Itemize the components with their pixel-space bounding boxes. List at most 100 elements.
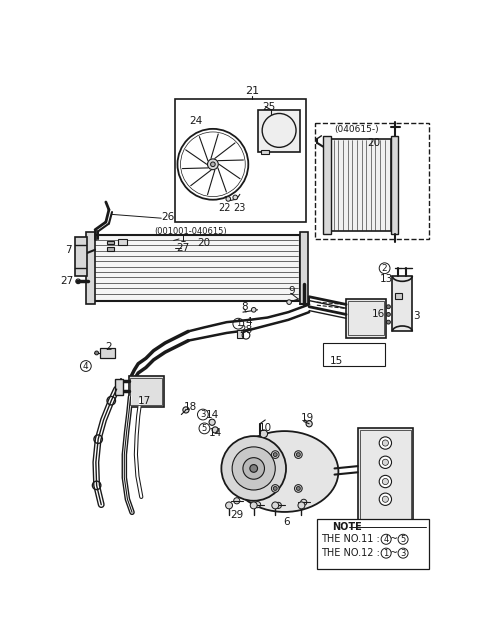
Bar xyxy=(86,232,95,304)
Bar xyxy=(392,276,412,332)
Bar xyxy=(262,149,269,153)
Text: 25: 25 xyxy=(263,102,276,111)
Circle shape xyxy=(250,464,258,472)
Circle shape xyxy=(271,484,279,492)
Text: 4: 4 xyxy=(384,535,389,544)
Text: 13: 13 xyxy=(380,274,393,284)
Circle shape xyxy=(272,502,279,509)
Bar xyxy=(329,139,391,231)
Circle shape xyxy=(273,486,277,490)
Circle shape xyxy=(300,499,307,506)
Text: 2: 2 xyxy=(382,264,387,273)
Text: 14: 14 xyxy=(209,428,222,438)
Text: 10: 10 xyxy=(259,422,272,433)
Bar xyxy=(396,293,402,299)
Text: 1: 1 xyxy=(180,234,186,244)
Circle shape xyxy=(233,195,238,200)
Text: 23: 23 xyxy=(234,203,246,213)
Circle shape xyxy=(386,312,390,316)
Bar xyxy=(129,376,164,407)
Circle shape xyxy=(382,459,388,466)
Text: 20: 20 xyxy=(367,138,380,149)
Circle shape xyxy=(379,493,392,506)
Text: 5: 5 xyxy=(202,424,207,433)
Bar xyxy=(300,232,308,304)
Bar xyxy=(108,247,114,251)
Text: 14: 14 xyxy=(205,410,219,419)
Text: 15: 15 xyxy=(330,355,344,366)
Text: 18: 18 xyxy=(184,402,197,412)
Circle shape xyxy=(382,496,388,502)
Bar xyxy=(115,379,123,395)
Text: 8: 8 xyxy=(241,302,248,312)
Text: 6: 6 xyxy=(284,517,290,527)
Text: ~: ~ xyxy=(390,548,398,558)
Circle shape xyxy=(209,419,215,425)
Bar xyxy=(346,299,386,337)
Bar xyxy=(258,109,300,152)
Circle shape xyxy=(379,456,392,468)
Text: 24: 24 xyxy=(189,116,203,126)
Text: NOTE: NOTE xyxy=(332,522,362,532)
Circle shape xyxy=(306,421,312,427)
Circle shape xyxy=(386,320,390,324)
Circle shape xyxy=(252,307,256,312)
Text: 1: 1 xyxy=(236,319,241,328)
Text: 2: 2 xyxy=(106,342,112,352)
Bar xyxy=(118,239,127,245)
Bar xyxy=(360,430,411,529)
Circle shape xyxy=(254,502,261,507)
Circle shape xyxy=(95,351,98,355)
Bar xyxy=(131,377,162,405)
Circle shape xyxy=(271,451,279,459)
Text: 19: 19 xyxy=(301,413,314,422)
Circle shape xyxy=(295,451,302,459)
Bar xyxy=(391,136,398,234)
Circle shape xyxy=(183,407,189,413)
Circle shape xyxy=(297,486,300,490)
Circle shape xyxy=(275,502,281,509)
Text: 27: 27 xyxy=(61,276,74,287)
Circle shape xyxy=(250,502,257,509)
Bar xyxy=(323,136,331,234)
Bar xyxy=(315,124,429,239)
Circle shape xyxy=(287,300,291,305)
Text: THE NO.11 :: THE NO.11 : xyxy=(322,535,380,544)
Bar xyxy=(75,238,87,276)
Text: THE NO.12 :: THE NO.12 : xyxy=(322,548,380,558)
Text: ~: ~ xyxy=(390,535,398,544)
Circle shape xyxy=(226,502,232,509)
Text: 27: 27 xyxy=(176,243,190,253)
Text: 29: 29 xyxy=(230,509,243,520)
Text: 5: 5 xyxy=(396,533,403,543)
Circle shape xyxy=(207,159,218,169)
Text: 28: 28 xyxy=(240,325,252,335)
Bar xyxy=(358,428,413,531)
Text: 3: 3 xyxy=(414,311,420,321)
Text: 9: 9 xyxy=(288,287,295,296)
Text: 26: 26 xyxy=(161,213,174,222)
Text: 22: 22 xyxy=(218,203,231,213)
Circle shape xyxy=(243,458,264,479)
Text: (040615-): (040615-) xyxy=(334,125,378,134)
Circle shape xyxy=(379,437,392,450)
Bar xyxy=(237,330,243,337)
Bar xyxy=(317,519,429,569)
Bar xyxy=(100,348,115,357)
Circle shape xyxy=(386,305,390,308)
Circle shape xyxy=(295,484,302,492)
Circle shape xyxy=(212,427,218,433)
Text: 20: 20 xyxy=(197,238,210,248)
Text: 5: 5 xyxy=(400,535,406,544)
Text: 16: 16 xyxy=(372,309,385,319)
Ellipse shape xyxy=(230,431,338,512)
Text: 17: 17 xyxy=(138,395,151,406)
Bar xyxy=(175,99,306,222)
Bar xyxy=(108,240,114,244)
Circle shape xyxy=(234,498,240,504)
Circle shape xyxy=(379,475,392,488)
Circle shape xyxy=(297,453,300,457)
Text: 4: 4 xyxy=(83,361,89,370)
Text: (001001-040615): (001001-040615) xyxy=(154,227,227,236)
Circle shape xyxy=(211,162,215,167)
